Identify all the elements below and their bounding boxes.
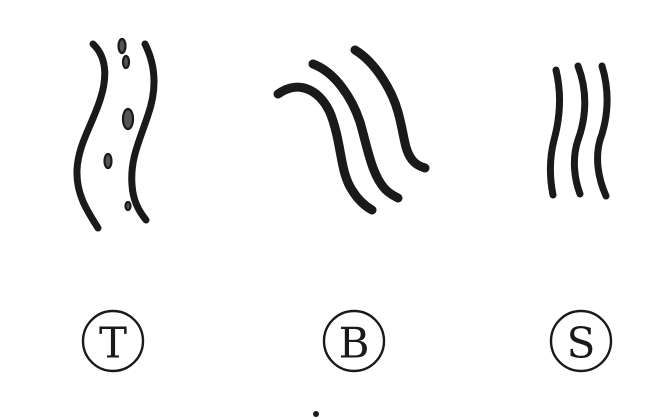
pattern-b-band-2 [308,59,403,203]
label-t-text: T [99,319,127,368]
pattern-t-dash-2 [121,54,131,70]
pattern-t-dash-4 [103,152,113,170]
label-b-circle [322,309,386,373]
pattern-t-dash-5 [124,200,132,212]
label-s-text: S [567,319,596,368]
pattern-t-dash-1 [117,37,127,55]
pattern-b [273,45,430,215]
pattern-s [547,62,611,200]
pattern-b-band-1 [273,82,377,215]
pattern-b-band-3 [350,45,430,173]
pattern-s-strand-3 [594,62,611,200]
label-s: S [549,309,613,373]
label-s-circle [549,309,613,373]
label-b: B [322,309,386,373]
label-b-text: B [339,319,370,368]
pattern-s-strand-2 [570,62,589,198]
pattern-t-right-line [128,40,158,224]
label-t: T [81,309,145,373]
pattern-s-strand-1 [547,66,564,199]
bottom-dot [313,411,319,417]
pattern-t-dash-3 [121,107,135,131]
pattern-t [73,37,158,232]
label-t-circle [81,309,145,373]
pattern-t-left-line [73,40,109,232]
